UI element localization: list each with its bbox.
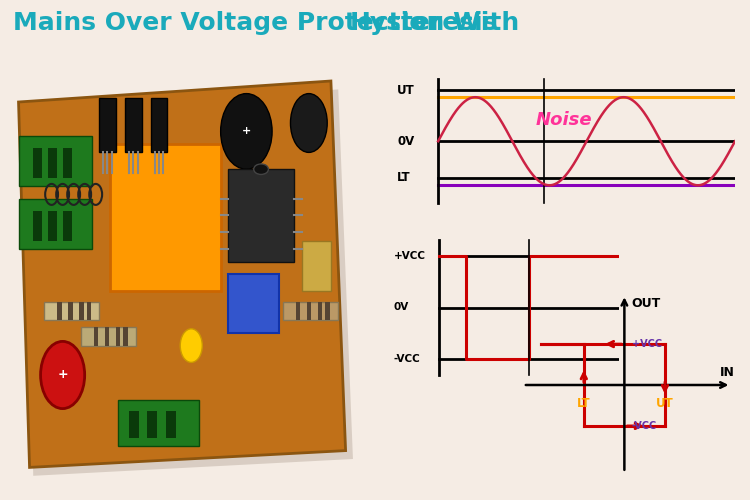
Bar (33, 148, 43, 178)
Bar (33, 211, 43, 240)
Text: 0V: 0V (394, 302, 409, 312)
Text: UT: UT (656, 396, 674, 409)
Text: +VCC: +VCC (632, 339, 662, 349)
Bar (307, 302, 311, 320)
Bar (105, 326, 110, 345)
Polygon shape (26, 90, 353, 476)
Text: IN: IN (720, 366, 735, 379)
Text: +VCC: +VCC (394, 251, 426, 261)
Text: Noise: Noise (536, 111, 592, 129)
Bar (81, 326, 136, 345)
Bar (228, 274, 280, 333)
Bar (302, 240, 331, 291)
Ellipse shape (290, 94, 327, 152)
Bar (94, 326, 98, 345)
Text: -VCC: -VCC (632, 421, 657, 431)
Text: Mains Over Voltage Protection With: Mains Over Voltage Protection With (13, 11, 528, 35)
Bar (116, 326, 120, 345)
Ellipse shape (40, 342, 85, 408)
Bar (48, 211, 57, 240)
Text: LT: LT (398, 172, 411, 184)
Bar (57, 302, 62, 320)
Ellipse shape (254, 164, 268, 174)
Bar (86, 302, 91, 320)
Bar (62, 148, 72, 178)
Bar (151, 98, 167, 152)
Text: +: + (242, 126, 251, 136)
Text: LT: LT (577, 396, 591, 409)
Bar (166, 410, 176, 438)
Bar (123, 326, 128, 345)
Bar (125, 98, 142, 152)
Ellipse shape (180, 329, 203, 362)
Bar (147, 410, 158, 438)
Polygon shape (19, 81, 346, 468)
Bar (62, 211, 72, 240)
Bar (68, 302, 73, 320)
Bar (19, 136, 92, 186)
Text: UT: UT (398, 84, 415, 97)
Text: -VCC: -VCC (394, 354, 421, 364)
Bar (99, 98, 116, 152)
Bar (296, 302, 301, 320)
Bar (48, 148, 57, 178)
Text: OUT: OUT (632, 298, 661, 310)
Bar (19, 198, 92, 249)
Bar (44, 302, 99, 320)
Ellipse shape (220, 94, 272, 169)
Bar (228, 169, 294, 262)
Bar (284, 302, 338, 320)
Text: 0V: 0V (398, 134, 415, 148)
Bar (129, 410, 139, 438)
Text: Hysteresis: Hysteresis (350, 11, 499, 35)
Bar (80, 302, 83, 320)
Bar (118, 400, 199, 446)
Bar (318, 302, 322, 320)
Bar (326, 302, 330, 320)
Text: +: + (57, 368, 68, 382)
Bar (110, 144, 220, 291)
